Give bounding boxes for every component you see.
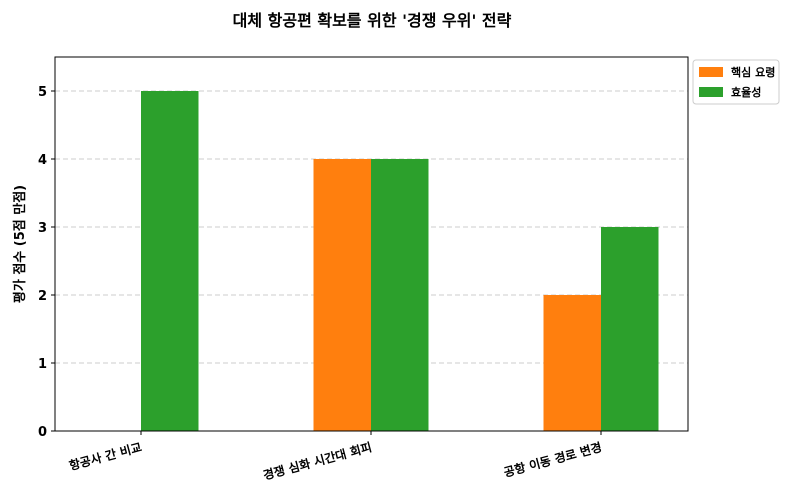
y-tick-label: 0 — [38, 425, 47, 440]
x-tick-label: 경쟁 심화 시간대 회피 — [261, 439, 373, 482]
bar — [601, 227, 659, 431]
chart-title: 대체 항공편 확보를 위한 '경쟁 우위' 전략 — [233, 11, 512, 30]
y-tick-label: 5 — [38, 85, 47, 100]
x-tick-label: 항공사 간 비교 — [67, 439, 143, 473]
legend-label: 효율성 — [731, 85, 761, 99]
x-tick-label: 공항 이동 경로 변경 — [502, 439, 603, 480]
y-tick-label: 2 — [38, 289, 47, 304]
bar — [371, 159, 429, 431]
y-tick-label: 4 — [38, 153, 47, 168]
bar — [313, 159, 371, 431]
legend-swatch — [699, 67, 723, 77]
y-axis-label: 평가 점수 (5점 만점) — [12, 185, 28, 303]
bar — [543, 295, 601, 431]
y-tick-label: 1 — [38, 357, 47, 372]
legend-label: 핵심 요령 — [731, 65, 775, 79]
y-tick-label: 3 — [38, 221, 47, 236]
legend-swatch — [699, 87, 723, 97]
plot-frame — [54, 56, 689, 432]
bar — [141, 91, 199, 431]
